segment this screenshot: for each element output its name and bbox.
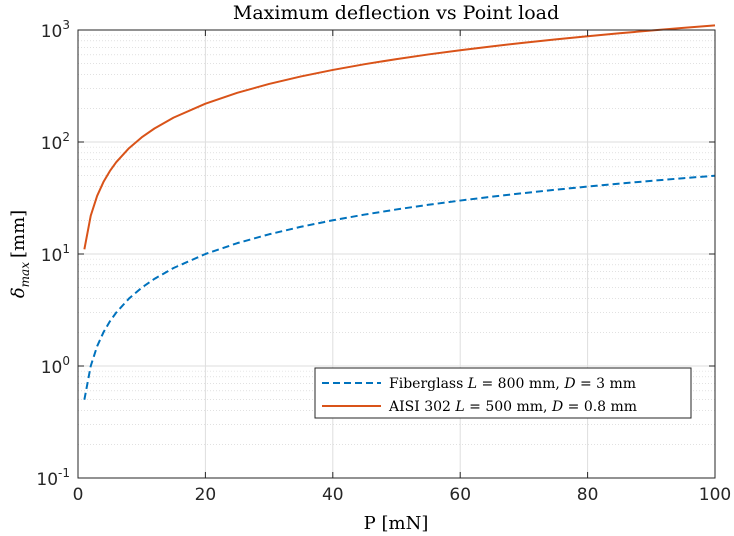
x-axis-ticks: 0 20 40 60 80 100 bbox=[73, 30, 731, 505]
y-axis-label-unit: [mm] bbox=[8, 210, 29, 258]
x-tick-label: 0 bbox=[73, 485, 84, 505]
series-line-aisi-302 bbox=[83, 24, 716, 250]
y-axis-label: δmax [mm] bbox=[8, 210, 32, 298]
x-axis-label: P [mN] bbox=[364, 513, 429, 534]
legend-entry-aisi-302: AISI 302 L = 500 mm, D = 0.8 mm bbox=[388, 399, 637, 415]
series-layer bbox=[83, 24, 716, 400]
legend-entry-fiberglass: Fiberglass L = 800 mm, D = 3 mm bbox=[389, 376, 636, 392]
y-axis-label-subscript: max bbox=[18, 262, 32, 288]
y-axis-ticks: 10-1 100 101 102 103 bbox=[36, 18, 715, 490]
x-tick-label: 100 bbox=[699, 485, 731, 505]
y-tick-label: 100 bbox=[41, 354, 70, 378]
x-tick-label: 60 bbox=[449, 485, 471, 505]
series-line-fiberglass bbox=[83, 174, 716, 400]
y-tick-label: 10-1 bbox=[36, 466, 70, 490]
y-axis-label-symbol: δ bbox=[8, 287, 29, 298]
chart-title: Maximum deflection vs Point load bbox=[233, 2, 559, 24]
y-tick-label: 101 bbox=[41, 242, 70, 266]
svg-text:δmax[mm]: δmax [mm] bbox=[8, 210, 32, 298]
x-tick-label: 80 bbox=[577, 485, 599, 505]
y-tick-label: 102 bbox=[41, 130, 70, 154]
x-tick-label: 40 bbox=[322, 485, 344, 505]
y-tick-label: 103 bbox=[41, 18, 70, 42]
legend: Fiberglass L = 800 mm, D = 3 mm AISI 302… bbox=[314, 367, 692, 419]
x-tick-label: 20 bbox=[195, 485, 217, 505]
legend-box bbox=[314, 367, 692, 419]
